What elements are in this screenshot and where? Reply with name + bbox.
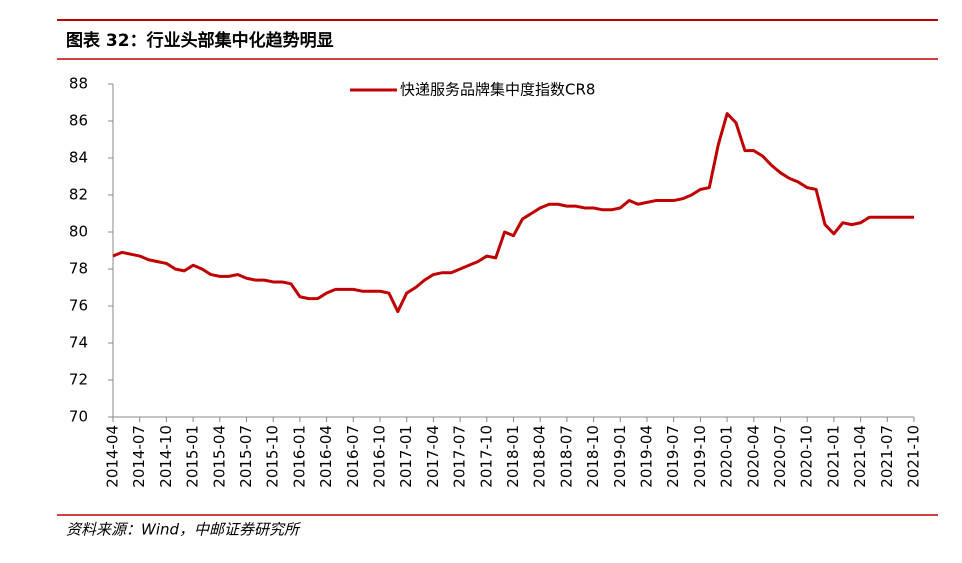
x-tick-label: 2015-01 <box>184 425 202 488</box>
x-tick-label: 2016-01 <box>290 425 308 488</box>
x-tick-label: 2021-04 <box>851 425 869 488</box>
x-tick-label: 2014-04 <box>104 425 122 488</box>
x-tick-label: 2020-07 <box>771 425 789 488</box>
x-tick-label: 2016-04 <box>317 425 335 488</box>
x-tick-label: 2018-01 <box>504 425 522 488</box>
x-tick-label: 2020-04 <box>744 425 762 488</box>
x-tick-label: 2015-07 <box>237 425 255 488</box>
y-tick-label: 74 <box>69 334 88 352</box>
y-tick-label: 72 <box>69 371 88 389</box>
x-tick-label: 2019-10 <box>691 425 709 488</box>
x-tick-label: 2018-10 <box>584 425 602 488</box>
y-tick-label: 86 <box>69 112 88 130</box>
x-tick-label: 2021-10 <box>905 425 923 488</box>
source: 资料来源：Wind，中邮证券研究所 <box>66 521 301 539</box>
y-tick-label: 70 <box>69 408 88 426</box>
x-tick-label: 2014-07 <box>130 425 148 488</box>
x-tick-label: 2021-01 <box>824 425 842 488</box>
x-tick-label: 2018-04 <box>531 425 549 488</box>
x-tick-label: 2016-07 <box>344 425 362 488</box>
legend-label: 快递服务品牌集中度指数CR8 <box>400 81 595 99</box>
x-tick-label: 2016-10 <box>371 425 389 488</box>
x-tick-label: 2019-04 <box>638 425 656 488</box>
x-tick-label: 2014-10 <box>157 425 175 488</box>
x-tick-label: 2019-01 <box>611 425 629 488</box>
x-tick-label: 2017-07 <box>451 425 469 488</box>
x-tick-label: 2019-07 <box>664 425 682 488</box>
x-tick-label: 2021-07 <box>878 425 896 488</box>
y-tick-label: 84 <box>69 149 88 167</box>
figure-title: 图表 32：行业头部集中化趋势明显 <box>66 30 334 51</box>
y-tick-label: 76 <box>69 297 88 315</box>
x-tick-label: 2017-10 <box>477 425 495 488</box>
x-tick-label: 2015-04 <box>210 425 228 488</box>
y-tick-label: 80 <box>69 223 88 241</box>
x-tick-label: 2017-01 <box>397 425 415 488</box>
y-tick-label: 88 <box>69 75 88 93</box>
x-tick-label: 2020-01 <box>718 425 736 488</box>
x-tick-label: 2015-10 <box>264 425 282 488</box>
y-tick-label: 78 <box>69 260 88 278</box>
x-tick-label: 2020-10 <box>798 425 816 488</box>
x-tick-label: 2018-07 <box>557 425 575 488</box>
data-line <box>112 112 914 314</box>
y-tick-label: 82 <box>69 186 88 204</box>
x-tick-label: 2017-04 <box>424 425 442 488</box>
